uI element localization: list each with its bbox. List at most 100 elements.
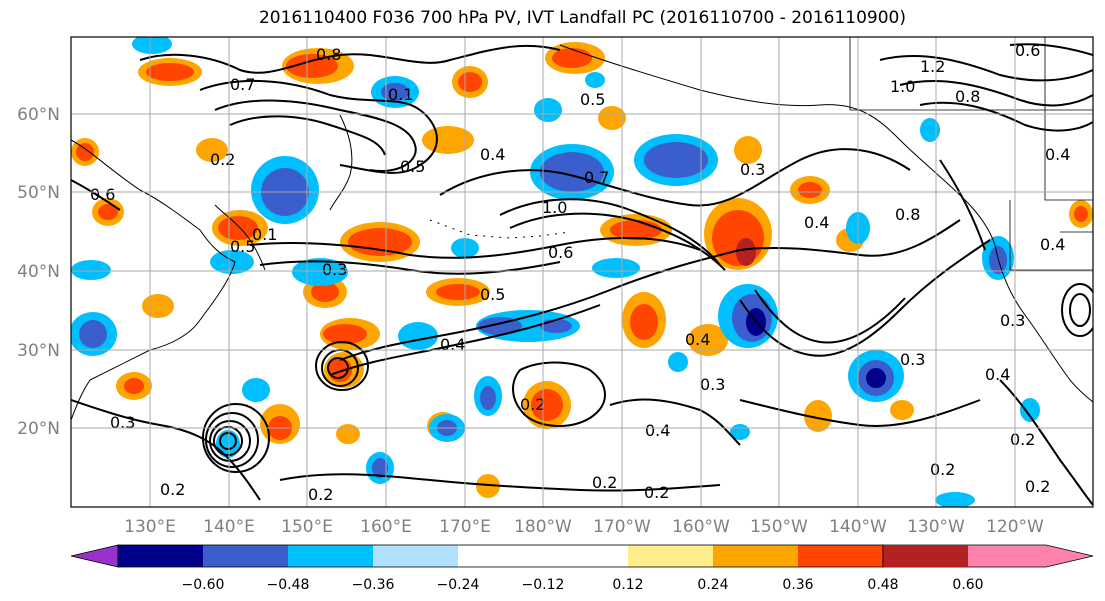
negative-anomaly-blob	[585, 72, 605, 88]
contour-label: 0.4	[645, 421, 670, 440]
negative-anomaly-blob	[251, 156, 319, 224]
typhoon-contours	[202, 283, 1093, 473]
contour-label: 0.3	[700, 375, 725, 394]
negative-anomaly-blob	[920, 118, 940, 142]
positive-anomaly-blob	[1069, 200, 1093, 228]
colorbar: −0.60 −0.48 −0.36 −0.24 −0.12 0.12 0.24 …	[70, 544, 1094, 593]
contour-label: 0.4	[1045, 145, 1070, 164]
negative-anomaly-blob	[718, 284, 778, 348]
colorbar-segment	[288, 545, 373, 567]
contour-label: 0.6	[1015, 41, 1040, 60]
negative-anomaly-blob	[292, 258, 348, 286]
colorbar-tick-label: −0.12	[522, 577, 565, 593]
lat-label: 50°N	[17, 183, 60, 203]
contour-label: 0.3	[900, 350, 925, 369]
contour-label: 0.3	[322, 260, 347, 279]
lon-label: 150°E	[281, 517, 333, 537]
lat-label: 60°N	[17, 105, 60, 125]
pv-contour	[71, 399, 261, 501]
lon-label: 180°W	[514, 517, 572, 537]
contour-label: 0.4	[1040, 235, 1065, 254]
lon-label: 130°W	[907, 517, 965, 537]
colorbar-tick-label: −0.60	[182, 577, 225, 593]
positive-anomaly-blob	[734, 136, 762, 164]
contour-label: 0.5	[580, 90, 605, 109]
latitude-labels: 60°N 50°N 40°N 30°N 20°N	[17, 105, 60, 439]
colorbar-tick-label: 0.24	[697, 577, 728, 593]
pv-contour	[879, 55, 1093, 82]
contour-label: 0.3	[110, 413, 135, 432]
pv-contour	[939, 159, 986, 251]
pv-contour	[739, 239, 991, 357]
negative-anomaly-blob	[634, 134, 718, 186]
lon-label: 150°W	[750, 517, 808, 537]
north-america-coastline	[994, 244, 1093, 403]
contour-label: 0.2	[160, 480, 185, 499]
lat-label: 30°N	[17, 341, 60, 361]
japan-coastline	[214, 204, 266, 271]
pv-contour	[1009, 43, 1093, 56]
contour-label: 0.6	[548, 243, 573, 262]
pv-contour	[214, 99, 417, 172]
contour-label: 1.2	[920, 57, 945, 76]
positive-anomaly-blob	[282, 48, 354, 84]
negative-anomaly-blob	[848, 350, 904, 402]
pv-contour	[259, 260, 561, 275]
negative-anomaly-blob	[1020, 398, 1040, 422]
positive-anomaly-blob	[196, 138, 228, 162]
negative-anomaly-blob	[534, 98, 562, 122]
negative-anomaly-blob	[398, 322, 438, 350]
lon-label: 170°W	[593, 517, 651, 537]
lon-label: 160°W	[672, 517, 730, 537]
negative-anomaly-blob	[242, 378, 270, 402]
political-borders	[849, 37, 1093, 271]
negative-anomaly-blob	[474, 376, 502, 416]
contour-label: 0.3	[740, 160, 765, 179]
contour-label: 0.1	[388, 85, 413, 104]
map-plot-area: 0.8 0.7 0.6 0.5 0.4 0.3 0.3 0.7 1.0 0.6 …	[71, 37, 1093, 507]
lat-label: 20°N	[17, 419, 60, 439]
negative-anomaly-blob	[71, 312, 117, 356]
positive-anomaly-blob	[422, 126, 474, 154]
asia-coastline	[71, 139, 236, 421]
positive-anomaly-blob	[523, 381, 571, 429]
positive-anomaly-blob	[622, 292, 666, 348]
gridlines	[71, 37, 1093, 507]
map-title: 2016110400 F036 700 hPa PV, IVT Landfall…	[258, 8, 906, 28]
contour-label: 1.0	[542, 198, 567, 217]
contour-label: 0.7	[584, 168, 609, 187]
contour-label: 0.8	[955, 87, 980, 106]
lon-label: 140°W	[829, 517, 887, 537]
lat-label: 40°N	[17, 262, 60, 282]
positive-anomaly-blob	[598, 106, 626, 130]
pv-contour	[199, 79, 438, 174]
pv-contour	[919, 101, 1093, 132]
kamchatka-coastline	[329, 114, 353, 211]
map-frame	[70, 36, 1094, 508]
positive-anomaly-blob	[452, 66, 488, 98]
negative-anomaly-blob	[935, 492, 975, 507]
positive-anomaly-blob	[476, 474, 500, 498]
contour-label: 0.2	[592, 473, 617, 492]
positive-anomaly-blob	[704, 198, 772, 270]
contour-label: 0.2	[644, 483, 669, 502]
pv-contour	[609, 398, 741, 446]
lon-label: 120°W	[986, 517, 1044, 537]
positive-anomaly-blob	[890, 400, 914, 420]
negative-anomaly-blob	[592, 258, 640, 278]
colorbar-segment	[798, 545, 883, 567]
positive-anomaly-blob	[790, 176, 830, 204]
lon-label: 160°E	[360, 517, 412, 537]
colorbar-segment	[628, 545, 713, 567]
colorbar-segment	[373, 545, 458, 567]
contour-label: 0.8	[316, 45, 341, 64]
positive-anomaly-blob	[116, 372, 152, 400]
colorbar-tick-label: 0.36	[782, 577, 813, 593]
negative-anomaly-blob	[530, 144, 614, 200]
pv-contour	[739, 399, 981, 427]
colorbar-segment	[118, 545, 203, 567]
negative-anomaly-blob	[71, 260, 111, 280]
contour-label: 0.4	[440, 335, 465, 354]
colorbar-extend-low	[70, 544, 119, 568]
positive-anomaly-blob	[92, 198, 124, 226]
